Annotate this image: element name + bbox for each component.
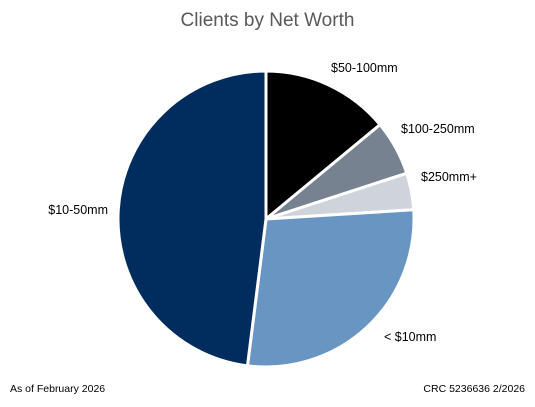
pie-slice bbox=[116, 69, 268, 368]
as-of-date: As of February 2026 bbox=[10, 383, 106, 395]
pie-slice-label: $10-50mm bbox=[48, 203, 108, 217]
chart-title: Clients by Net Worth bbox=[180, 10, 355, 31]
pie-slice-label: $100-250mm bbox=[401, 122, 475, 136]
pie-labels: $50-100mm $100-250mm $250mm+ < $10mm $10-50m… bbox=[48, 61, 477, 344]
pie-slices bbox=[116, 69, 416, 369]
pie-slice-label: $250mm+ bbox=[421, 170, 477, 184]
pie-slice-label: $50-100mm bbox=[331, 61, 398, 75]
pie-slice bbox=[245, 208, 416, 369]
pie-slice bbox=[264, 69, 382, 221]
pie-slice-label: < $10mm bbox=[384, 330, 436, 344]
document-code: CRC 5236636 2/2026 bbox=[423, 383, 525, 395]
